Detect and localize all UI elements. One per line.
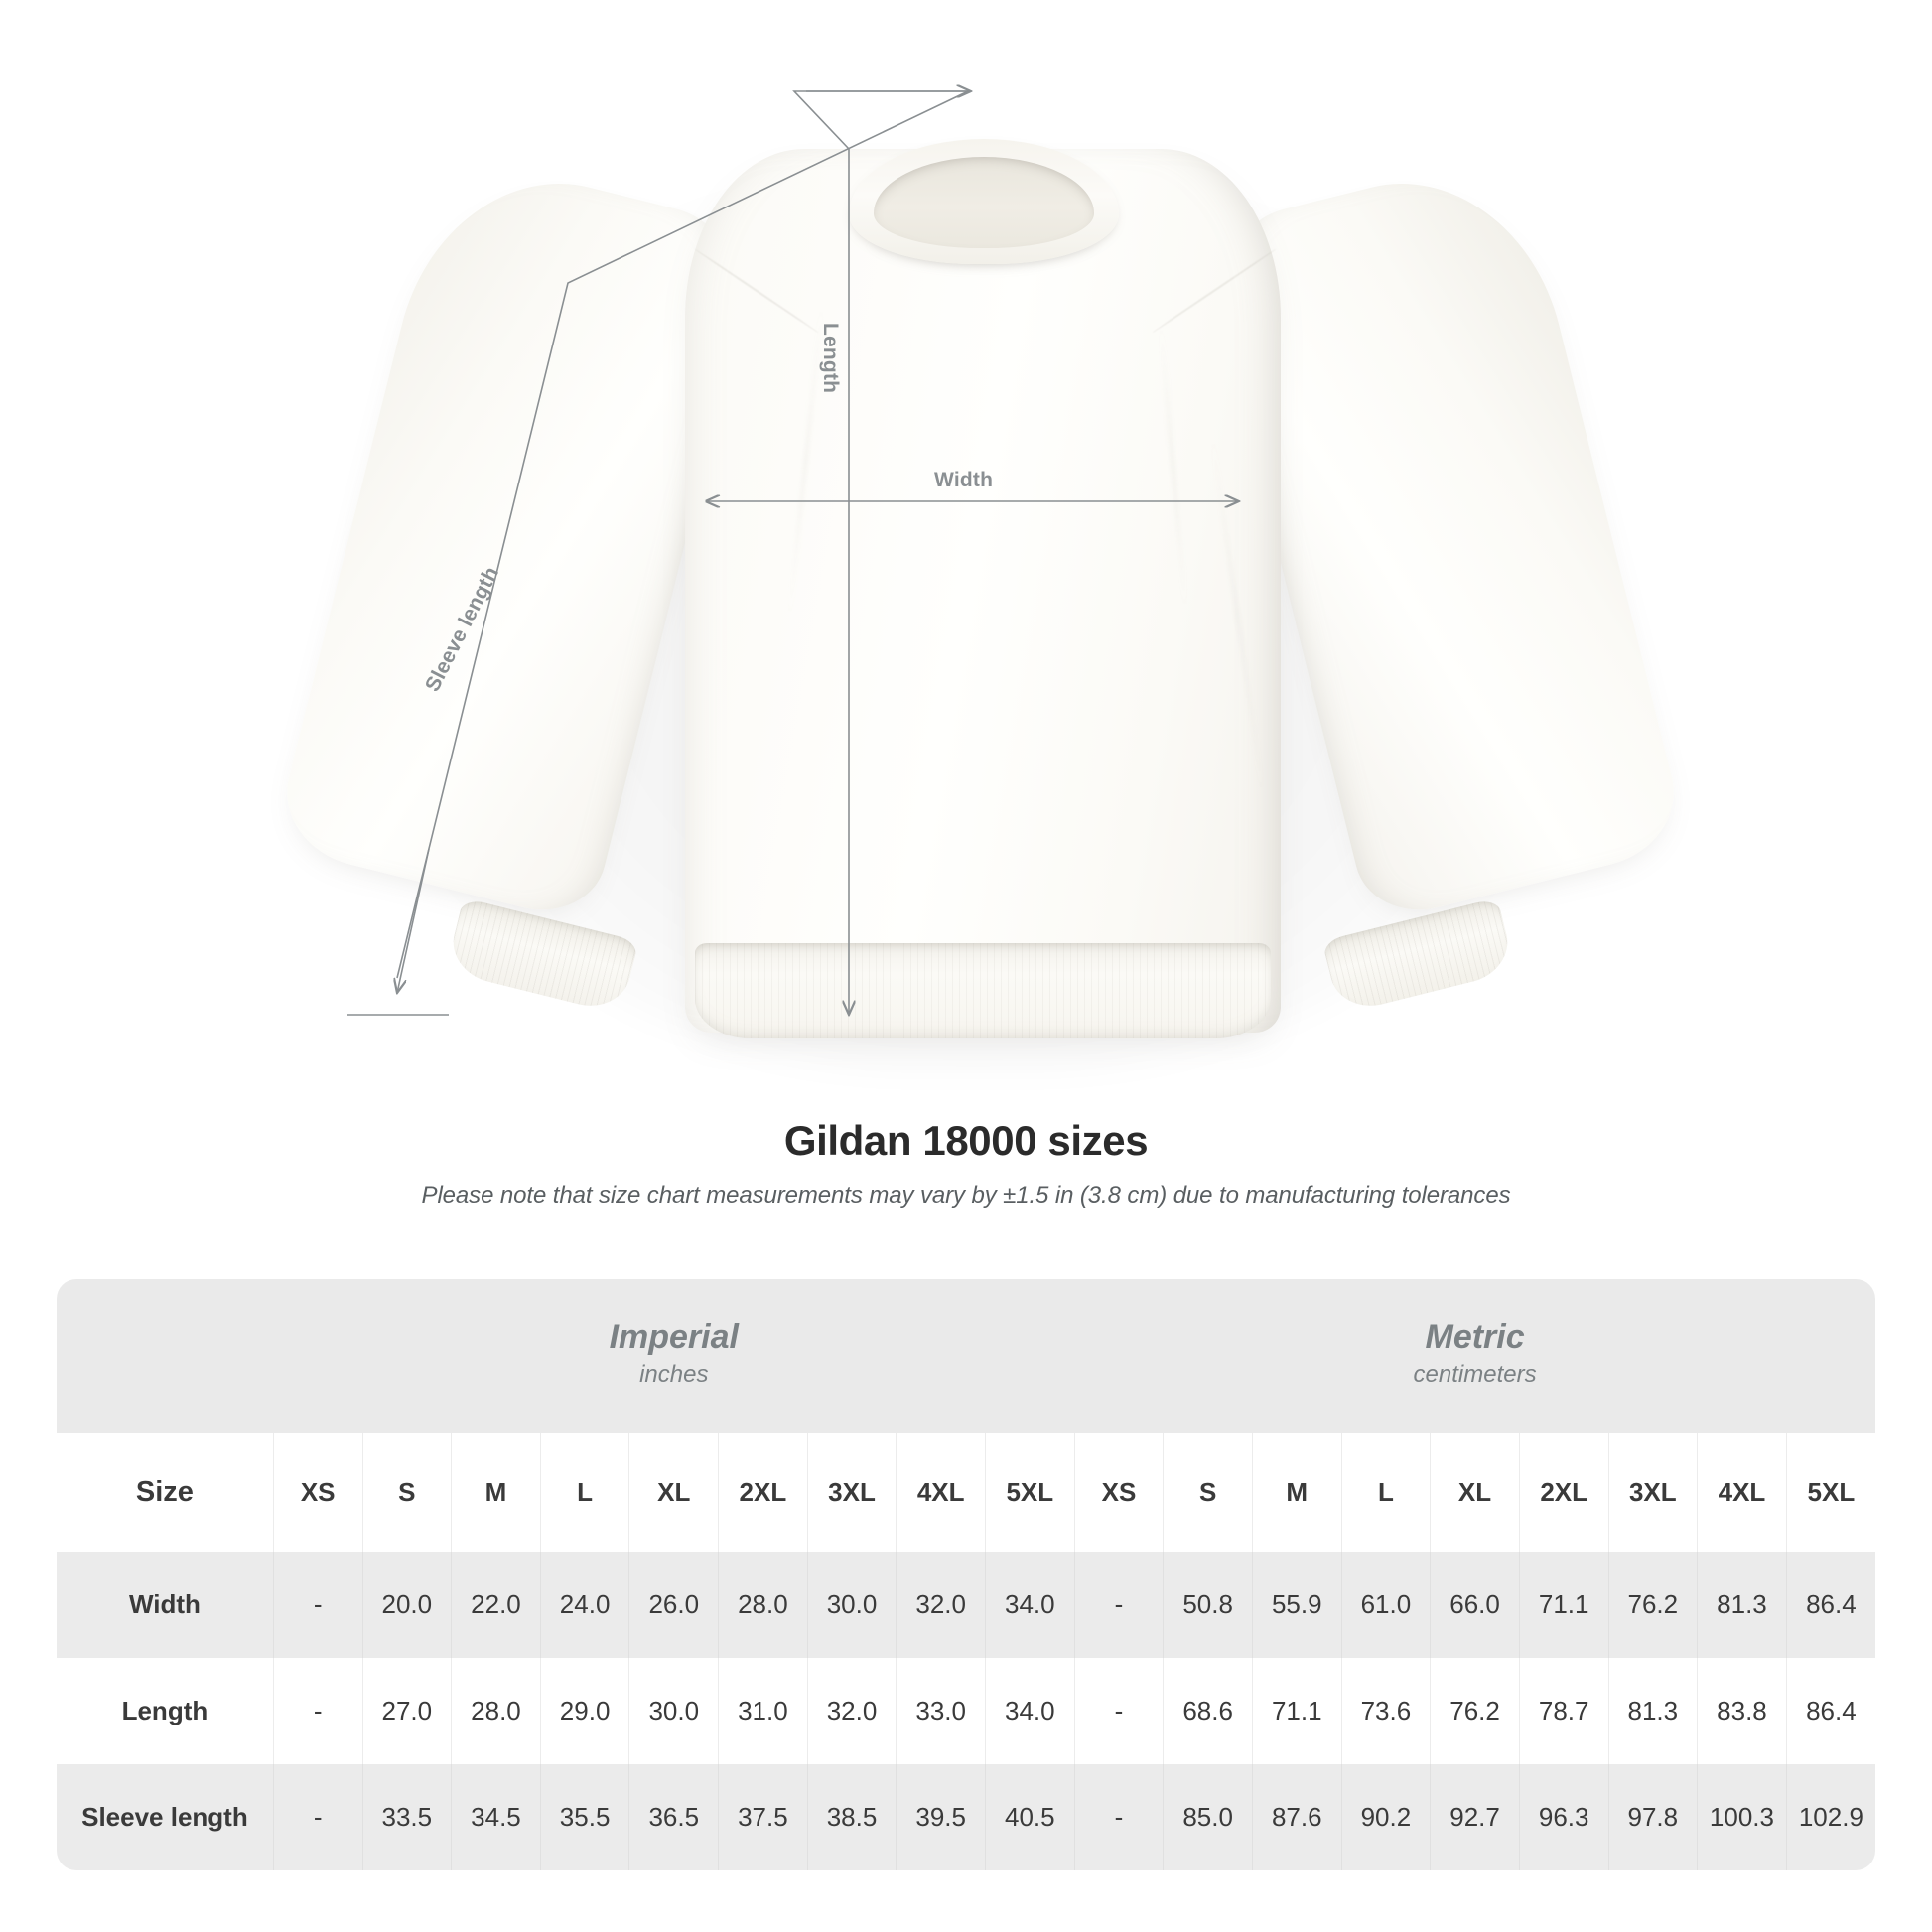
cell-width-metric-2xl: 71.1 bbox=[1519, 1552, 1609, 1658]
cell-length-metric-3xl: 81.3 bbox=[1608, 1658, 1699, 1764]
page-title: Gildan 18000 sizes bbox=[783, 1117, 1149, 1164]
cell-sleeve-metric-xl: 92.7 bbox=[1430, 1764, 1520, 1870]
cell-width-imperial-5xl: 34.0 bbox=[985, 1552, 1075, 1658]
cell-sleeve-metric-l: 90.2 bbox=[1341, 1764, 1432, 1870]
size-header-imperial-m: M bbox=[451, 1433, 541, 1552]
row-label-length: Length bbox=[57, 1658, 274, 1764]
cell-length-metric-s: 68.6 bbox=[1163, 1658, 1253, 1764]
unit-group-imperial: Imperial inches bbox=[273, 1279, 1075, 1433]
cell-width-metric-xl: 66.0 bbox=[1430, 1552, 1520, 1658]
width-label: Width bbox=[934, 469, 994, 491]
cell-length-imperial-5xl: 34.0 bbox=[985, 1658, 1075, 1764]
cell-length-metric-5xl: 86.4 bbox=[1786, 1658, 1875, 1764]
cell-width-metric-xs: - bbox=[1074, 1552, 1165, 1658]
size-header-imperial-s: S bbox=[362, 1433, 453, 1552]
cell-sleeve-imperial-4xl: 39.5 bbox=[896, 1764, 986, 1870]
cell-width-imperial-xl: 26.0 bbox=[628, 1552, 720, 1658]
size-header-metric-l: L bbox=[1341, 1433, 1432, 1552]
size-header-imperial-5xl: 5XL bbox=[985, 1433, 1075, 1552]
row-label-width: Width bbox=[57, 1552, 274, 1658]
cell-length-imperial-xl: 30.0 bbox=[628, 1658, 720, 1764]
cell-sleeve-imperial-5xl: 40.5 bbox=[985, 1764, 1075, 1870]
cell-width-metric-3xl: 76.2 bbox=[1608, 1552, 1699, 1658]
cell-length-metric-2xl: 78.7 bbox=[1519, 1658, 1609, 1764]
table-row: Length - 27.0 28.0 29.0 30.0 31.0 32.0 3… bbox=[57, 1658, 1875, 1764]
unit-group-metric-name: Metric bbox=[1425, 1318, 1525, 1357]
cell-width-imperial-l: 24.0 bbox=[540, 1552, 630, 1658]
size-header-imperial-xl: XL bbox=[628, 1433, 720, 1552]
size-header-metric-m: M bbox=[1252, 1433, 1342, 1552]
cell-width-imperial-s: 20.0 bbox=[362, 1552, 453, 1658]
cell-width-imperial-m: 22.0 bbox=[451, 1552, 541, 1658]
size-header-metric-s: S bbox=[1163, 1433, 1253, 1552]
cell-width-metric-l: 61.0 bbox=[1341, 1552, 1432, 1658]
cell-length-imperial-3xl: 32.0 bbox=[807, 1658, 897, 1764]
size-header-metric-3xl: 3XL bbox=[1608, 1433, 1699, 1552]
table-row: Width - 20.0 22.0 24.0 26.0 28.0 30.0 32… bbox=[57, 1552, 1875, 1658]
size-header-imperial-l: L bbox=[540, 1433, 630, 1552]
unit-group-imperial-name: Imperial bbox=[609, 1318, 739, 1357]
cell-width-imperial-2xl: 28.0 bbox=[718, 1552, 808, 1658]
cell-sleeve-metric-s: 85.0 bbox=[1163, 1764, 1253, 1870]
cell-width-imperial-xs: - bbox=[273, 1552, 363, 1658]
tolerance-note: Please note that size chart measurements… bbox=[421, 1182, 1511, 1209]
cell-sleeve-metric-xs: - bbox=[1074, 1764, 1165, 1870]
cell-width-metric-m: 55.9 bbox=[1252, 1552, 1342, 1658]
length-label: Length bbox=[819, 323, 842, 394]
title-block: Gildan 18000 sizes Please note that size… bbox=[0, 1117, 1932, 1210]
size-header-metric-xl: XL bbox=[1430, 1433, 1520, 1552]
unit-header-spacer bbox=[57, 1279, 274, 1433]
cell-length-metric-l: 73.6 bbox=[1341, 1658, 1432, 1764]
sweatshirt-illustration bbox=[0, 0, 1932, 1122]
row-label-sleeve-length: Sleeve length bbox=[57, 1764, 274, 1870]
size-header-imperial-2xl: 2XL bbox=[718, 1433, 808, 1552]
cell-sleeve-imperial-s: 33.5 bbox=[362, 1764, 453, 1870]
cell-sleeve-imperial-m: 34.5 bbox=[451, 1764, 541, 1870]
size-header-metric-4xl: 4XL bbox=[1697, 1433, 1787, 1552]
cell-sleeve-metric-2xl: 96.3 bbox=[1519, 1764, 1609, 1870]
garment-body bbox=[685, 149, 1281, 1033]
cell-length-metric-m: 71.1 bbox=[1252, 1658, 1342, 1764]
cell-width-imperial-4xl: 32.0 bbox=[896, 1552, 986, 1658]
size-header-metric-5xl: 5XL bbox=[1786, 1433, 1875, 1552]
size-header-imperial-4xl: 4XL bbox=[896, 1433, 986, 1552]
cell-length-metric-xl: 76.2 bbox=[1430, 1658, 1520, 1764]
cell-length-imperial-l: 29.0 bbox=[540, 1658, 630, 1764]
cell-sleeve-imperial-3xl: 38.5 bbox=[807, 1764, 897, 1870]
size-header-imperial-3xl: 3XL bbox=[807, 1433, 897, 1552]
unit-group-metric-sub: centimeters bbox=[1413, 1360, 1537, 1388]
product-measurement-diagram: Width Length Sleeve length bbox=[0, 0, 1932, 1122]
size-header-label: Size bbox=[57, 1433, 274, 1552]
cell-length-imperial-m: 28.0 bbox=[451, 1658, 541, 1764]
cell-width-metric-4xl: 81.3 bbox=[1697, 1552, 1787, 1658]
unit-group-header-row: Imperial inches Metric centimeters bbox=[57, 1279, 1875, 1433]
size-header-metric-xs: XS bbox=[1074, 1433, 1165, 1552]
cell-sleeve-metric-m: 87.6 bbox=[1252, 1764, 1342, 1870]
size-header-metric-2xl: 2XL bbox=[1519, 1433, 1609, 1552]
cell-width-metric-s: 50.8 bbox=[1163, 1552, 1253, 1658]
size-header-imperial-xs: XS bbox=[273, 1433, 363, 1552]
size-chart-table-wrapper: Imperial inches Metric centimeters Size … bbox=[57, 1279, 1875, 1870]
cell-sleeve-metric-4xl: 100.3 bbox=[1697, 1764, 1787, 1870]
cell-length-metric-4xl: 83.8 bbox=[1697, 1658, 1787, 1764]
cell-sleeve-imperial-xs: - bbox=[273, 1764, 363, 1870]
unit-group-metric: Metric centimeters bbox=[1074, 1279, 1875, 1433]
cell-width-metric-5xl: 86.4 bbox=[1786, 1552, 1875, 1658]
size-chart-table: Imperial inches Metric centimeters Size … bbox=[57, 1279, 1875, 1870]
cell-length-imperial-xs: - bbox=[273, 1658, 363, 1764]
cell-sleeve-imperial-2xl: 37.5 bbox=[718, 1764, 808, 1870]
unit-group-imperial-sub: inches bbox=[639, 1360, 709, 1388]
cell-length-imperial-2xl: 31.0 bbox=[718, 1658, 808, 1764]
bottom-hem bbox=[695, 943, 1271, 1038]
cell-sleeve-imperial-xl: 36.5 bbox=[628, 1764, 720, 1870]
size-header-row: Size XS S M L XL 2XL 3XL 4XL 5XL XS S M … bbox=[57, 1433, 1875, 1552]
cell-width-imperial-3xl: 30.0 bbox=[807, 1552, 897, 1658]
cell-length-imperial-4xl: 33.0 bbox=[896, 1658, 986, 1764]
cell-length-metric-xs: - bbox=[1074, 1658, 1165, 1764]
table-row: Sleeve length - 33.5 34.5 35.5 36.5 37.5… bbox=[57, 1764, 1875, 1870]
cell-sleeve-metric-5xl: 102.9 bbox=[1786, 1764, 1875, 1870]
cell-length-imperial-s: 27.0 bbox=[362, 1658, 453, 1764]
cell-sleeve-imperial-l: 35.5 bbox=[540, 1764, 630, 1870]
cell-sleeve-metric-3xl: 97.8 bbox=[1608, 1764, 1699, 1870]
